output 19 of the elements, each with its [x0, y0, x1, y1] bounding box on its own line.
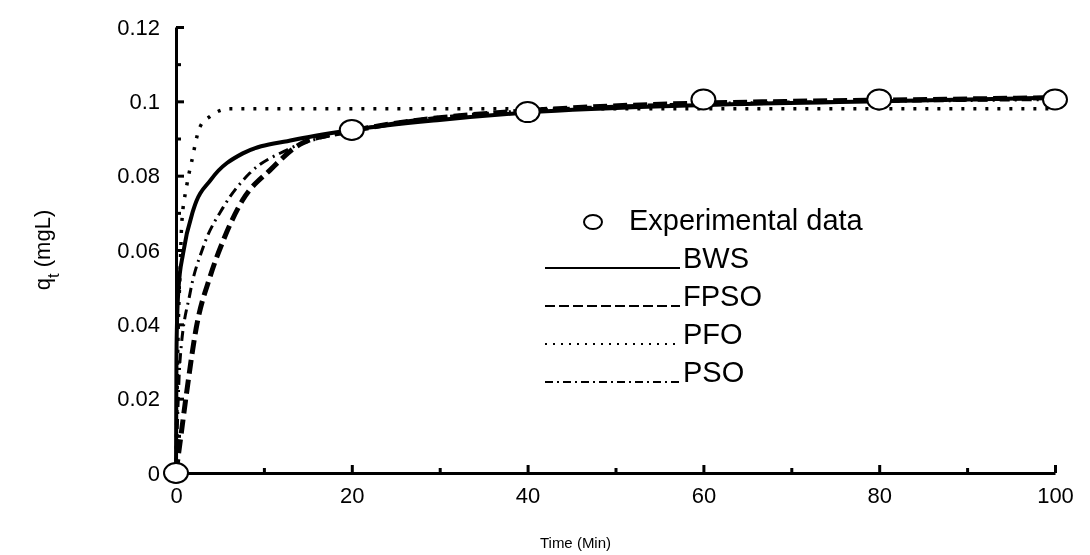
x-tick-label: 100	[1037, 482, 1074, 508]
y-tick-label: 0	[147, 460, 160, 486]
x-tick-label: 0	[170, 482, 183, 508]
legend-label: Experimental data	[629, 204, 864, 236]
x-tick-label: 40	[515, 482, 541, 508]
legend-label: FPSO	[683, 280, 762, 312]
y-tick-label: 0.1	[129, 88, 160, 114]
y-tick-label: 0.04	[117, 311, 160, 337]
x-tick-label: 60	[691, 482, 717, 508]
y-tick-label: 0.06	[117, 237, 160, 263]
x-axis-title: Time (Min)	[539, 534, 612, 551]
legend-label: PFO	[683, 318, 743, 350]
legend-label: BWS	[683, 242, 750, 274]
y-tick-label: 0.02	[117, 386, 160, 412]
legend-label: PSO	[683, 356, 745, 388]
x-tick-label: 80	[867, 482, 892, 508]
y-tick-label: 0.08	[117, 163, 160, 189]
x-tick-label: 20	[340, 482, 365, 508]
y-tick-label: 0.12	[117, 14, 160, 40]
